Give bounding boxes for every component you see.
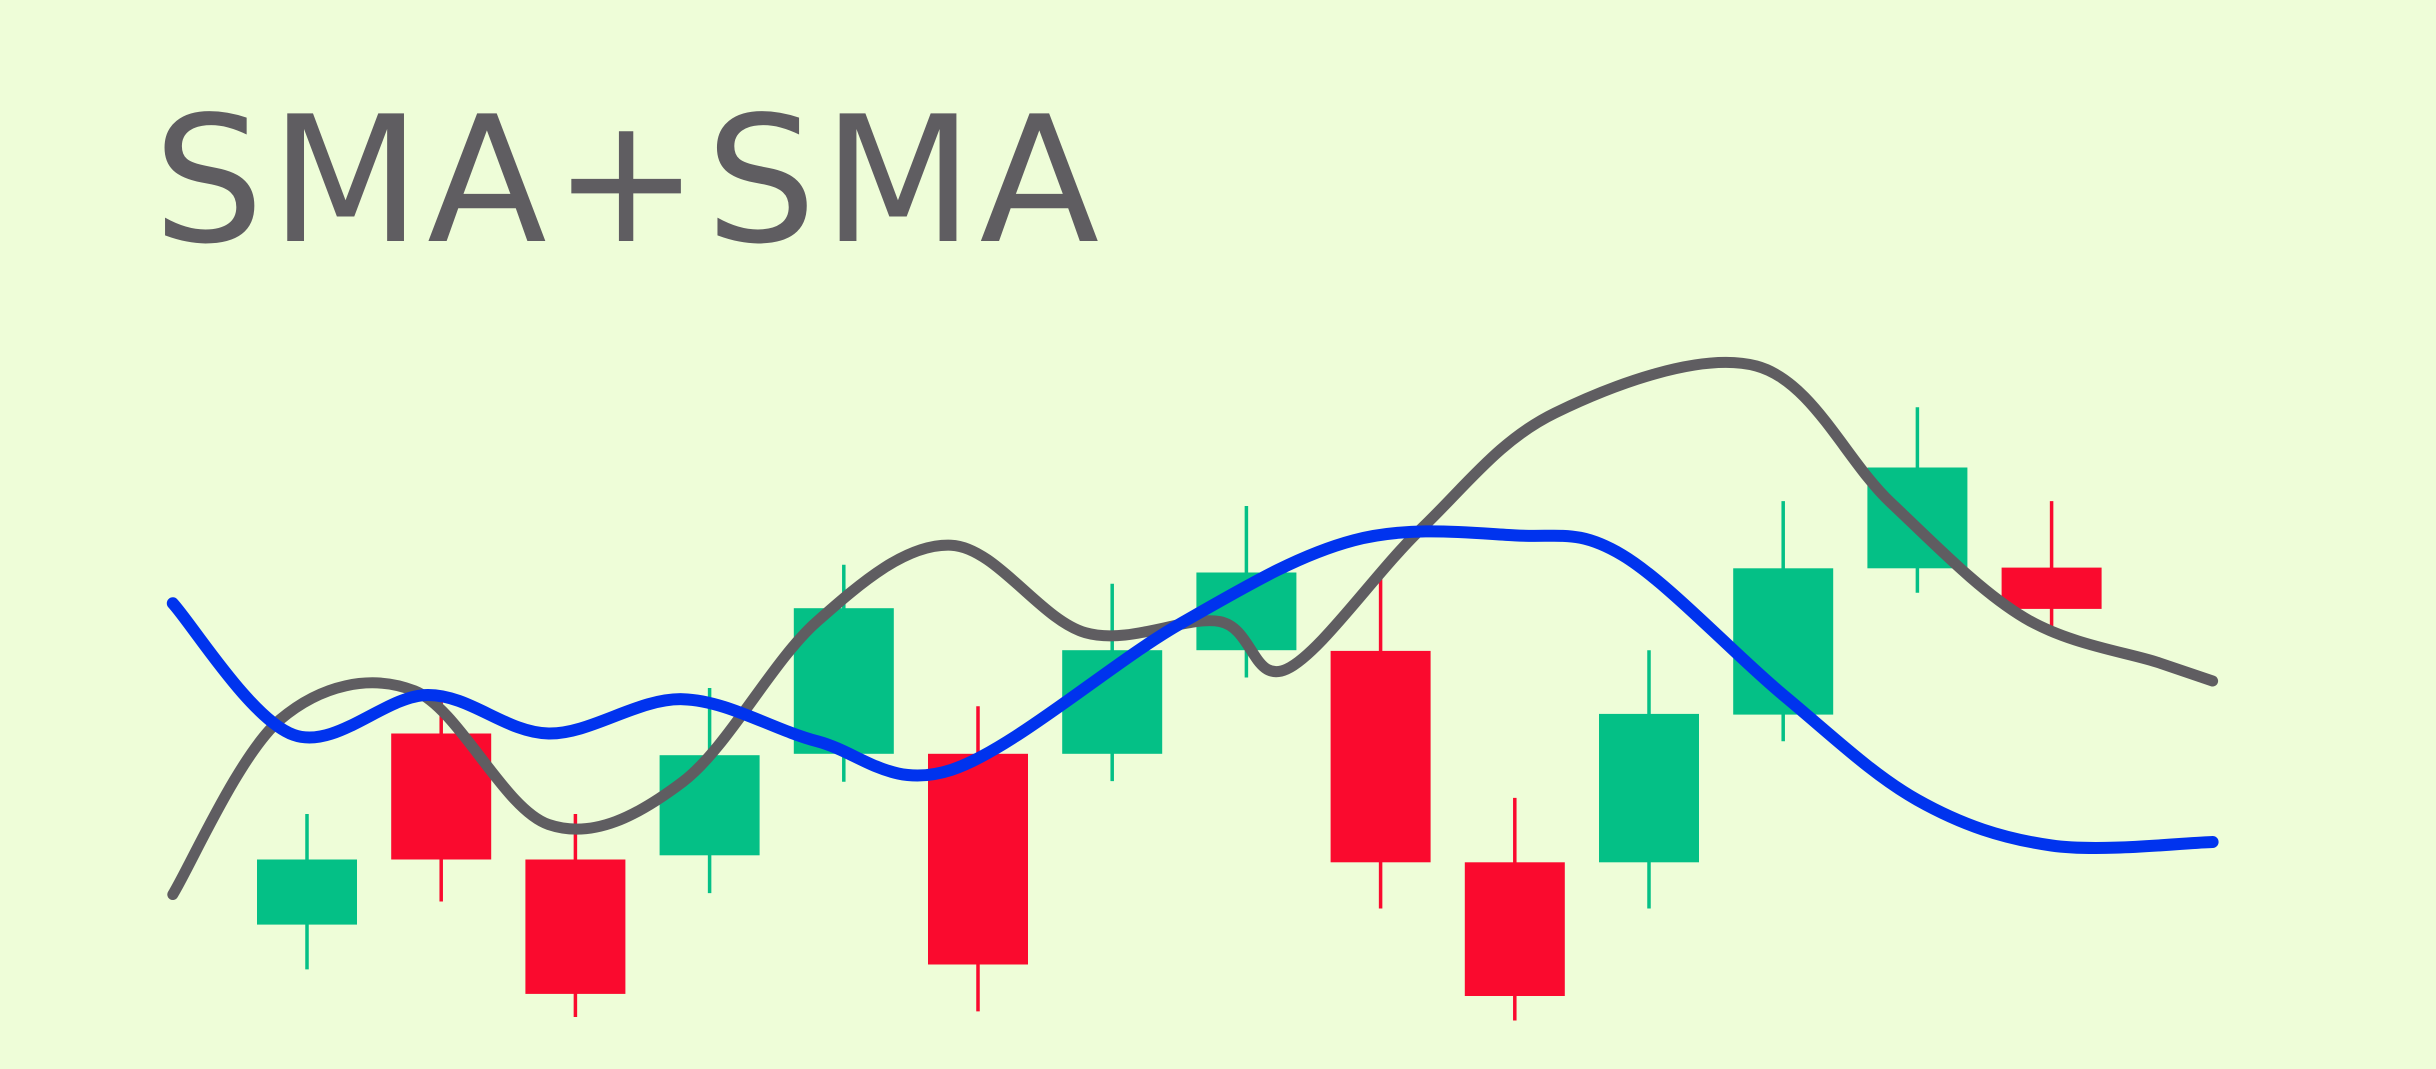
candle-12 [1733,501,1834,742]
slow-sma-line [166,525,2219,854]
candle-14 [2001,501,2102,633]
candle-body-bearish [525,859,626,994]
candle-13 [1867,407,1968,593]
candle-body-bullish [257,859,357,925]
candle-body-bearish [928,753,1028,965]
candle-11 [1599,650,1699,909]
candle-body-bullish [1599,713,1699,863]
sma-lines-group [166,357,2219,900]
candle-1 [257,814,357,970]
candle-6 [928,706,1028,1012]
candle-2 [391,697,492,902]
candle-4 [659,688,760,894]
candle-body-bearish [1464,862,1565,996]
candle-3 [525,814,626,1017]
candle-7 [1062,583,1163,782]
chart-title: SMA+SMA [153,80,1105,283]
candle-10 [1464,797,1565,1021]
fast-sma-line [167,357,2219,900]
candle-body-bearish [1330,650,1431,863]
candles-group [257,407,2102,1021]
candle-body-bullish [1867,467,1968,569]
candle-9 [1330,578,1431,909]
candle-body-bearish [2001,567,2102,609]
candle-body-bullish [659,755,760,856]
